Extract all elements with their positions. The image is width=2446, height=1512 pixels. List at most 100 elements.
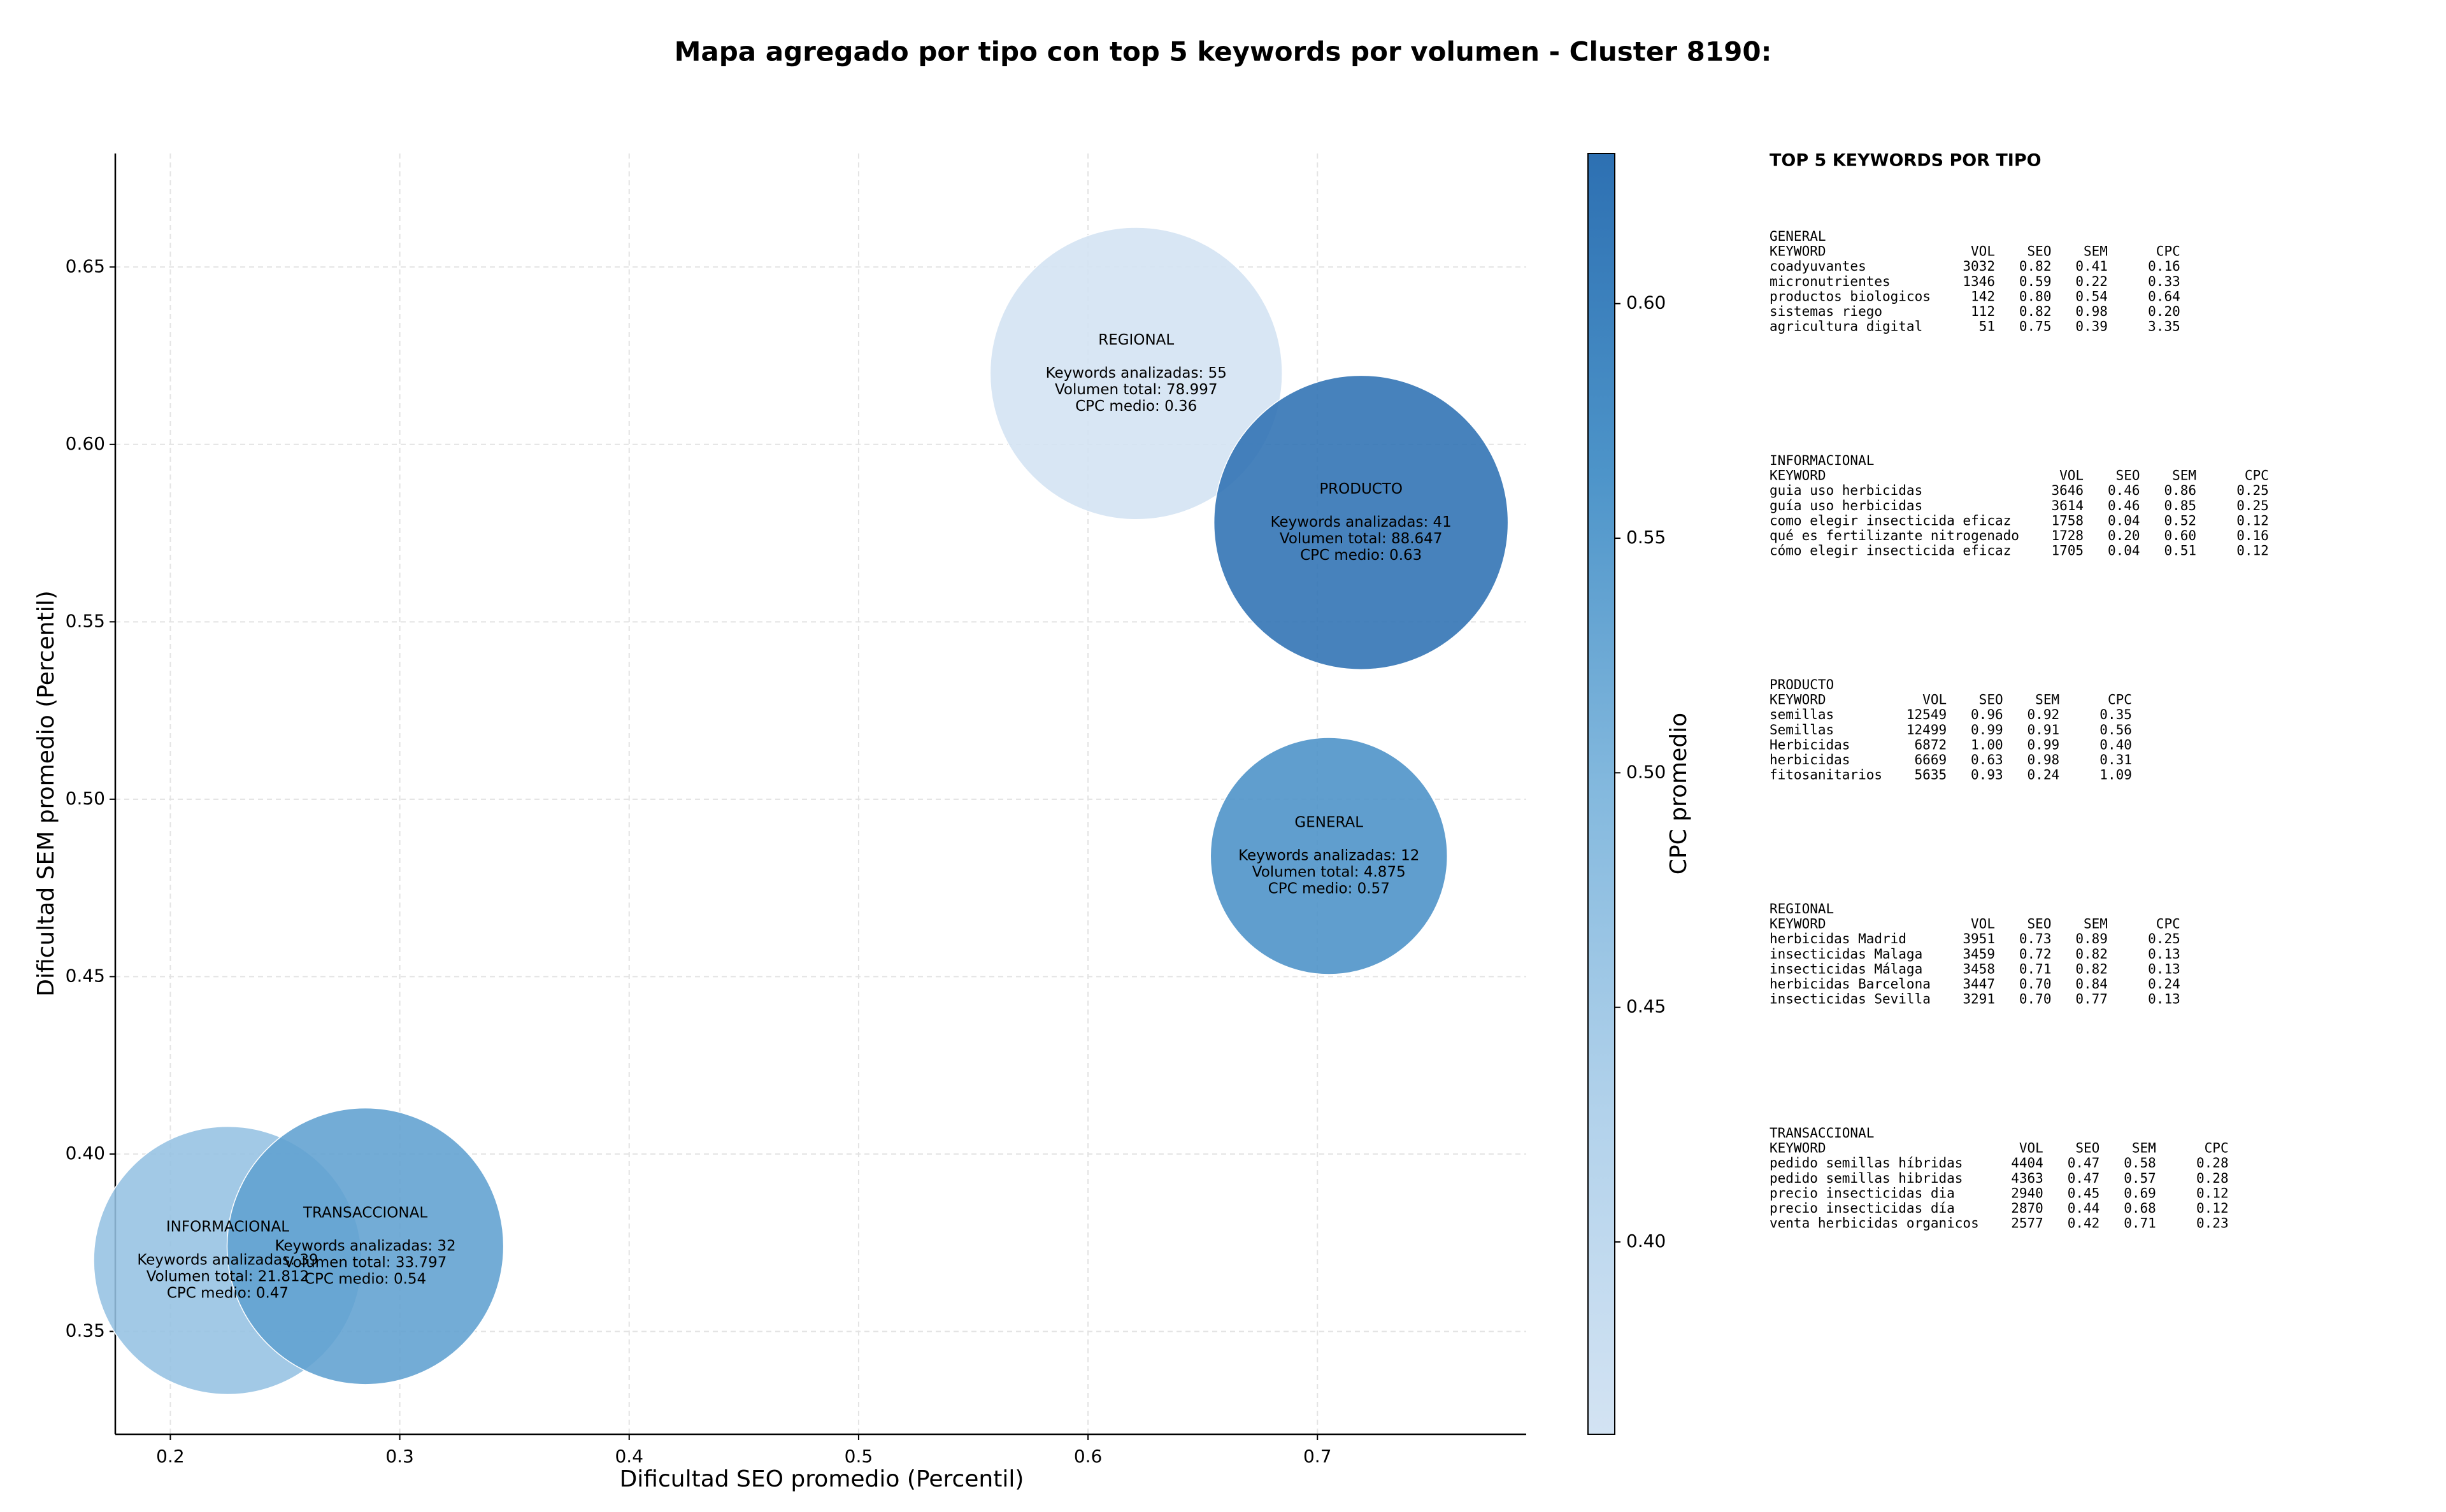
bubble-detail: CPC medio: 0.57 — [1268, 880, 1390, 897]
table-cell: 0.70 — [2019, 992, 2052, 1007]
table-cell: 0.44 — [2068, 1201, 2100, 1216]
table-cell: 51 — [1979, 319, 1995, 334]
table-cell: 142 — [1971, 289, 1995, 304]
column-header: VOL — [2059, 468, 2084, 483]
column-header: SEO — [1979, 692, 2003, 708]
colorbar-tick-label: 0.60 — [1626, 292, 1666, 313]
y-tick-label: 0.55 — [66, 610, 105, 631]
table-cell: 0.16 — [2236, 528, 2269, 543]
y-tick-label: 0.50 — [66, 788, 105, 809]
table-cell: 0.35 — [2099, 707, 2132, 722]
table-cell: 0.16 — [2148, 259, 2180, 274]
table-cell: 12499 — [1906, 722, 1947, 738]
column-header: SEM — [2172, 468, 2196, 483]
y-tick-label: 0.60 — [66, 433, 105, 454]
column-header: SEO — [2075, 1141, 2099, 1156]
table-cell: 0.42 — [2068, 1216, 2100, 1231]
section-name: GENERAL — [1770, 229, 1826, 244]
table-cell: 0.71 — [2124, 1216, 2156, 1231]
bubble-detail: Volumen total: 33.797 — [284, 1254, 447, 1271]
table-cell: 3291 — [1963, 992, 1995, 1007]
table-cell: 0.51 — [2164, 543, 2196, 559]
bubble-detail: CPC medio: 0.36 — [1075, 398, 1197, 415]
table-cell: Semillas — [1770, 722, 1834, 738]
bubble-detail: Volumen total: 88.647 — [1280, 531, 1443, 547]
table-cell: 4404 — [2011, 1155, 2043, 1171]
x-axis-label: Dificultad SEO promedio (Percentil) — [620, 1466, 1024, 1492]
table-cell: 0.99 — [2028, 737, 2060, 752]
table-cell: 0.58 — [2124, 1155, 2156, 1171]
table-cell: insecticidas Malaga — [1770, 946, 1922, 962]
column-header: VOL — [1971, 244, 1995, 259]
section-name: INFORMACIONAL — [1770, 453, 1874, 468]
table-cell: 0.84 — [2075, 976, 2108, 992]
table-cell: precio insecticidas dia — [1770, 1185, 1955, 1201]
table-cell: 3646 — [2051, 483, 2084, 498]
table-cell: 1728 — [2051, 528, 2084, 543]
table-cell: 3032 — [1963, 259, 1995, 274]
table-cell: 0.93 — [1971, 767, 2003, 783]
table-cell: 3447 — [1963, 976, 1995, 992]
table-cell: 12549 — [1906, 707, 1947, 722]
table-cell: 0.57 — [2124, 1171, 2156, 1186]
table-cell: 0.13 — [2148, 992, 2180, 1007]
table-cell: 0.04 — [2108, 513, 2140, 528]
table-cell: 0.92 — [2028, 707, 2060, 722]
column-header: KEYWORD — [1770, 916, 1826, 932]
table-cell: 0.12 — [2196, 1201, 2229, 1216]
table-cell: 0.12 — [2236, 513, 2269, 528]
table-cell: 0.77 — [2075, 992, 2108, 1007]
colorbar-tick-label: 0.50 — [1626, 761, 1666, 782]
table-cell: 0.89 — [2075, 931, 2108, 946]
table-cell: 6872 — [1915, 737, 1947, 752]
column-header: VOL — [2019, 1141, 2043, 1156]
table-cell: 0.20 — [2108, 528, 2140, 543]
bubble-detail: Keywords analizadas: 12 — [1238, 847, 1419, 864]
table-cell: guía uso herbicidas — [1770, 498, 1922, 513]
table-cell: 0.47 — [2068, 1171, 2100, 1186]
table-cell: 4363 — [2011, 1171, 2043, 1186]
table-cell: 0.82 — [2075, 946, 2108, 962]
bubble-detail: Volumen total: 21.812 — [147, 1269, 310, 1285]
table-cell: semillas — [1770, 707, 1834, 722]
table-cell: 0.82 — [2019, 304, 2052, 319]
column-header: SEO — [2028, 916, 2052, 932]
table-cell: sistemas riego — [1770, 304, 1882, 319]
chart-title: Mapa agregado por tipo con top 5 keyword… — [675, 36, 1772, 68]
table-cell: 3614 — [2051, 498, 2084, 513]
table-cell: 0.82 — [2075, 961, 2108, 976]
x-tick-label: 0.2 — [156, 1446, 185, 1467]
table-cell: 2577 — [2011, 1216, 2043, 1231]
table-cell: 1705 — [2051, 543, 2084, 559]
table-cell: 0.13 — [2148, 946, 2180, 962]
column-header: SEM — [2084, 916, 2108, 932]
column-header: KEYWORD — [1770, 468, 1826, 483]
column-header: SEM — [2132, 1141, 2156, 1156]
bubble-detail: CPC medio: 0.54 — [304, 1271, 426, 1287]
section-name: TRANSACCIONAL — [1770, 1125, 1874, 1141]
column-header: CPC — [2205, 1141, 2229, 1156]
x-tick-label: 0.7 — [1303, 1446, 1332, 1467]
table-cell: 3.35 — [2148, 319, 2180, 334]
bubble-label: REGIONAL — [1098, 332, 1174, 348]
table-cell: micronutrientes — [1770, 274, 1891, 289]
column-header: KEYWORD — [1770, 244, 1826, 259]
bubble-label: TRANSACCIONAL — [303, 1204, 427, 1221]
y-tick-label: 0.40 — [66, 1143, 105, 1164]
table-cell: 0.41 — [2075, 259, 2108, 274]
colorbar-label: CPC promedio — [1666, 713, 1692, 874]
table-cell: cómo elegir insecticida eficaz — [1770, 543, 2011, 559]
table-cell: 1346 — [1963, 274, 1995, 289]
table-cell: 0.85 — [2164, 498, 2196, 513]
y-tick-label: 0.65 — [66, 255, 105, 276]
table-cell: fitosanitarios — [1770, 767, 1882, 783]
table-cell: 3951 — [1963, 931, 1995, 946]
table-cell: como elegir insecticida eficaz — [1770, 513, 2011, 528]
bubble — [1213, 374, 1509, 671]
table-cell: venta herbicidas organicos — [1770, 1216, 1979, 1231]
bubble-detail: Keywords analizadas: 41 — [1271, 514, 1452, 531]
bubble-detail: CPC medio: 0.63 — [1300, 547, 1422, 564]
table-cell: 0.56 — [2099, 722, 2132, 738]
bubble-label: PRODUCTO — [1319, 481, 1403, 497]
table-cell: qué es fertilizante nitrogenado — [1770, 528, 2019, 543]
